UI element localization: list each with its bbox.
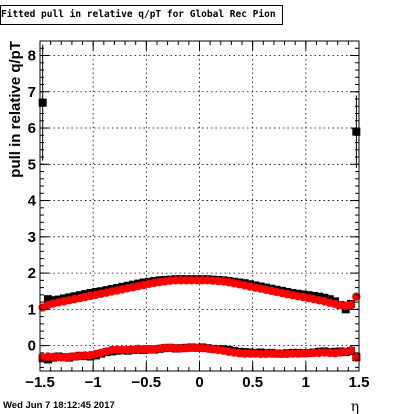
y-tick-label: 6 bbox=[28, 120, 36, 137]
data-markers bbox=[38, 44, 361, 364]
data-point bbox=[346, 346, 356, 355]
x-tick-label: −1.5 bbox=[25, 374, 55, 391]
y-tick-label: 4 bbox=[28, 193, 37, 210]
data-point bbox=[346, 300, 356, 310]
y-tick-label: 3 bbox=[28, 229, 36, 246]
timestamp: Wed Jun 7 18:12:45 2017 bbox=[3, 400, 115, 411]
x-axis-label: η bbox=[351, 399, 359, 414]
axis-ticks: −1.5 −1 −0.5 0 0.5 1 1.5 0 1 2 3 4 5 6 7 8 bbox=[25, 40, 370, 391]
data-point bbox=[43, 295, 52, 304]
x-tick-label: 0.5 bbox=[242, 374, 263, 391]
y-tick-label: 5 bbox=[28, 156, 36, 173]
y-tick-label: 0 bbox=[28, 338, 36, 355]
x-tick-label: −0.5 bbox=[132, 374, 162, 391]
x-tick-label: 1 bbox=[302, 374, 310, 391]
x-tick-label: 1.5 bbox=[349, 374, 370, 391]
x-tick-label: −1 bbox=[85, 374, 102, 391]
grid bbox=[40, 41, 359, 371]
chart-title: Fitted pull in relative q/pT for Global … bbox=[0, 5, 283, 25]
y-tick-label: 2 bbox=[28, 265, 36, 282]
y-tick-label: 8 bbox=[28, 48, 36, 65]
y-axis-label: pull in relative q/pT bbox=[7, 41, 24, 178]
y-tick-label: 7 bbox=[28, 84, 36, 101]
y-tick-label: 1 bbox=[28, 301, 36, 318]
x-tick-label: 0 bbox=[195, 374, 203, 391]
